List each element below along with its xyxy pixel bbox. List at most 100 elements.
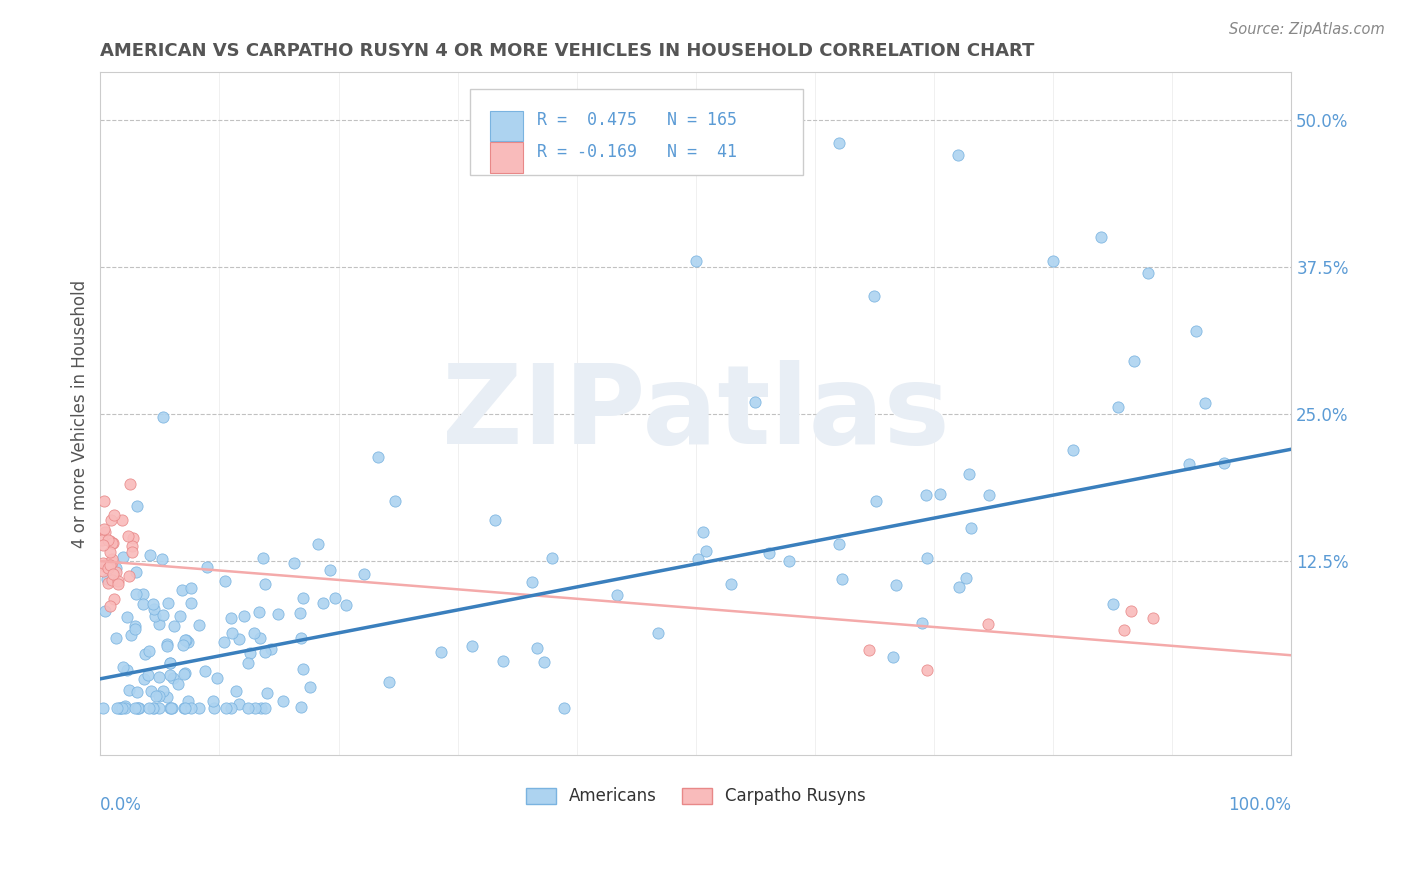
Point: [101, 566, 124, 581]
Point: [173, 701, 195, 715]
Point: [96, 573, 118, 587]
Point: [103, 508, 125, 522]
Point: [298, 680, 321, 694]
Point: [108, 701, 131, 715]
Point: [132, 587, 155, 601]
Point: [256, 686, 278, 700]
Point: [107, 574, 129, 589]
Point: [142, 602, 165, 616]
Point: [221, 610, 243, 624]
Point: [173, 665, 195, 680]
Point: [1062, 443, 1084, 458]
Point: [97, 560, 120, 574]
Point: [91, 565, 114, 579]
Point: [378, 674, 401, 689]
Point: [118, 683, 141, 698]
Point: [647, 626, 669, 640]
Point: [955, 571, 977, 585]
Point: [267, 607, 290, 622]
Point: [159, 701, 181, 715]
Point: [233, 608, 256, 623]
Point: [979, 488, 1001, 502]
Point: [260, 641, 283, 656]
Text: 100.0%: 100.0%: [1229, 797, 1291, 814]
Point: [323, 591, 346, 605]
Point: [139, 684, 162, 698]
Point: [720, 576, 742, 591]
Point: [110, 701, 132, 715]
Point: [520, 575, 543, 590]
Point: [863, 289, 886, 303]
Point: [94, 560, 117, 574]
Point: [94, 604, 117, 618]
Point: [1122, 354, 1144, 368]
Point: [143, 609, 166, 624]
Point: [1185, 325, 1208, 339]
Point: [145, 689, 167, 703]
Point: [238, 701, 260, 715]
Bar: [489, 111, 523, 141]
Point: [283, 556, 305, 570]
Text: AMERICAN VS CARPATHO RUSYN 4 OR MORE VEHICLES IN HOUSEHOLD CORRELATION CHART: AMERICAN VS CARPATHO RUSYN 4 OR MORE VEH…: [100, 42, 1035, 60]
Point: [124, 622, 146, 636]
Point: [103, 536, 125, 550]
Point: [125, 565, 148, 579]
Point: [177, 634, 200, 648]
Point: [290, 699, 312, 714]
Point: [105, 566, 128, 580]
Point: [225, 683, 247, 698]
Point: [114, 699, 136, 714]
Point: [152, 607, 174, 622]
Point: [319, 563, 342, 577]
Point: [163, 619, 186, 633]
Point: [960, 521, 983, 535]
Point: [911, 615, 934, 630]
Point: [174, 701, 197, 715]
Point: [228, 697, 250, 711]
Point: [484, 513, 506, 527]
Point: [384, 494, 406, 508]
Point: [335, 599, 357, 613]
Point: [243, 625, 266, 640]
Point: [1121, 604, 1143, 618]
Point: [172, 638, 194, 652]
Point: [148, 670, 170, 684]
Point: [98, 533, 121, 548]
Point: [1194, 396, 1216, 410]
Point: [125, 701, 148, 715]
Point: [121, 545, 143, 559]
Point: [193, 664, 215, 678]
Text: R = -0.169   N =  41: R = -0.169 N = 41: [537, 143, 737, 161]
Point: [307, 537, 329, 551]
Point: [125, 499, 148, 513]
Point: [93, 522, 115, 536]
Point: [215, 701, 238, 715]
Point: [254, 645, 277, 659]
Point: [134, 647, 156, 661]
Point: [692, 525, 714, 540]
Point: [169, 609, 191, 624]
Point: [946, 148, 969, 162]
Point: [127, 684, 149, 698]
Point: [291, 591, 314, 606]
Point: [177, 693, 200, 707]
Point: [150, 552, 173, 566]
Point: [221, 625, 243, 640]
Point: [152, 684, 174, 698]
Point: [94, 557, 117, 571]
Point: [245, 701, 267, 715]
Point: [685, 253, 707, 268]
Point: [148, 617, 170, 632]
Point: [148, 701, 170, 715]
Text: 0.0%: 0.0%: [100, 797, 142, 814]
Point: [429, 645, 451, 659]
Point: [100, 545, 122, 559]
Point: [187, 618, 209, 632]
Text: ZIPatlas: ZIPatlas: [441, 360, 949, 467]
Point: [91, 701, 114, 715]
Point: [156, 690, 179, 704]
Point: [101, 555, 124, 569]
Point: [249, 701, 271, 715]
Point: [118, 569, 141, 583]
Point: [91, 538, 114, 552]
